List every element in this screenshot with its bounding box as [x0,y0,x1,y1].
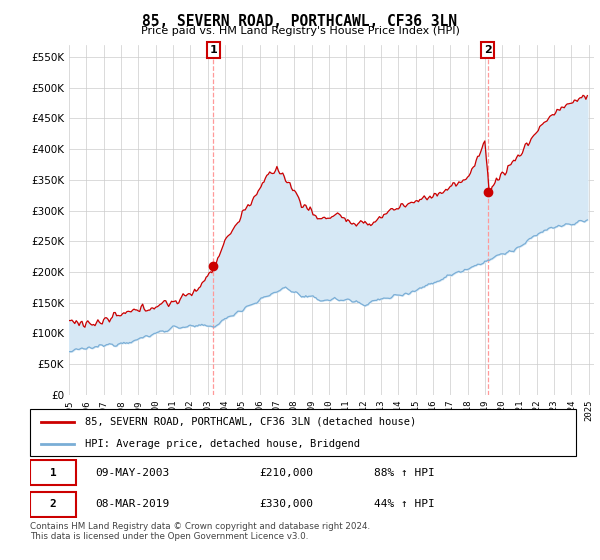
Text: £330,000: £330,000 [259,500,313,510]
FancyBboxPatch shape [30,409,576,456]
Text: 08-MAR-2019: 08-MAR-2019 [95,500,170,510]
Text: 44% ↑ HPI: 44% ↑ HPI [374,500,435,510]
FancyBboxPatch shape [30,492,76,517]
FancyBboxPatch shape [30,460,76,485]
Text: £210,000: £210,000 [259,468,313,478]
Text: 09-MAY-2003: 09-MAY-2003 [95,468,170,478]
Text: Price paid vs. HM Land Registry's House Price Index (HPI): Price paid vs. HM Land Registry's House … [140,26,460,36]
Text: HPI: Average price, detached house, Bridgend: HPI: Average price, detached house, Brid… [85,438,359,449]
Text: 85, SEVERN ROAD, PORTHCAWL, CF36 3LN (detached house): 85, SEVERN ROAD, PORTHCAWL, CF36 3LN (de… [85,417,416,427]
Text: 1: 1 [50,468,56,478]
Text: 1: 1 [209,45,217,55]
Text: 88% ↑ HPI: 88% ↑ HPI [374,468,435,478]
Text: 2: 2 [484,45,491,55]
Text: Contains HM Land Registry data © Crown copyright and database right 2024.
This d: Contains HM Land Registry data © Crown c… [30,522,370,542]
Text: 2: 2 [50,500,56,510]
Text: 85, SEVERN ROAD, PORTHCAWL, CF36 3LN: 85, SEVERN ROAD, PORTHCAWL, CF36 3LN [143,14,458,29]
